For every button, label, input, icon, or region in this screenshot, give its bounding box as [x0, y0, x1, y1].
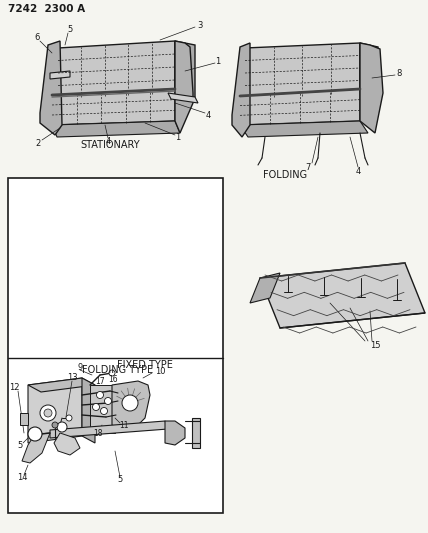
Text: 1: 1 [175, 133, 181, 141]
Polygon shape [360, 43, 378, 97]
Polygon shape [28, 378, 95, 392]
Text: 7242  2300 A: 7242 2300 A [8, 4, 85, 14]
Polygon shape [165, 421, 185, 445]
Text: 9: 9 [77, 364, 83, 373]
Text: 5: 5 [67, 26, 73, 35]
Circle shape [44, 409, 52, 417]
Circle shape [92, 403, 99, 410]
Text: 5: 5 [18, 441, 23, 450]
Polygon shape [250, 273, 280, 303]
Polygon shape [240, 89, 360, 125]
Text: 2: 2 [36, 139, 41, 148]
Text: 13: 13 [67, 374, 77, 383]
Circle shape [96, 392, 104, 399]
Circle shape [57, 422, 67, 432]
Text: 3: 3 [197, 20, 203, 29]
Polygon shape [260, 263, 425, 328]
Text: FOLDING TYPE: FOLDING TYPE [83, 365, 154, 375]
Circle shape [66, 415, 72, 421]
Text: 16: 16 [108, 375, 118, 384]
Polygon shape [20, 413, 28, 425]
Polygon shape [82, 378, 95, 443]
Polygon shape [112, 381, 150, 429]
Text: FIXED TYPE: FIXED TYPE [117, 360, 173, 370]
Text: 4: 4 [105, 136, 110, 146]
Polygon shape [50, 421, 168, 438]
Polygon shape [52, 121, 180, 137]
Text: 4: 4 [355, 166, 361, 175]
Text: 12: 12 [9, 384, 19, 392]
Circle shape [101, 408, 107, 415]
Polygon shape [175, 41, 193, 133]
Text: 5: 5 [117, 475, 123, 484]
Circle shape [104, 398, 112, 405]
Text: 4: 4 [205, 110, 211, 119]
Polygon shape [40, 41, 62, 135]
Polygon shape [54, 433, 80, 455]
Text: 14: 14 [17, 473, 27, 482]
Text: 10: 10 [155, 367, 165, 376]
Text: 7: 7 [305, 164, 311, 173]
Polygon shape [28, 378, 82, 443]
Text: 11: 11 [119, 421, 129, 430]
Circle shape [122, 395, 138, 411]
Circle shape [109, 370, 115, 376]
Circle shape [40, 405, 56, 421]
Text: STATIONARY: STATIONARY [80, 140, 140, 150]
Polygon shape [175, 41, 195, 97]
Text: 18: 18 [93, 429, 103, 438]
Polygon shape [50, 71, 70, 79]
Polygon shape [22, 433, 50, 463]
Circle shape [28, 427, 42, 441]
Polygon shape [245, 43, 360, 98]
Text: 6: 6 [34, 34, 40, 43]
Text: 15: 15 [370, 341, 380, 350]
Bar [8, 178, 223, 513]
Text: 17: 17 [95, 376, 105, 385]
Polygon shape [58, 41, 175, 98]
Polygon shape [52, 89, 175, 125]
Text: 8: 8 [396, 69, 402, 77]
Polygon shape [168, 93, 198, 103]
Text: 1: 1 [215, 56, 220, 66]
Polygon shape [90, 385, 115, 433]
Polygon shape [192, 418, 200, 448]
Polygon shape [232, 43, 250, 137]
Polygon shape [360, 43, 383, 133]
Text: FOLDING: FOLDING [263, 170, 307, 180]
Circle shape [52, 422, 58, 428]
Polygon shape [240, 121, 368, 137]
